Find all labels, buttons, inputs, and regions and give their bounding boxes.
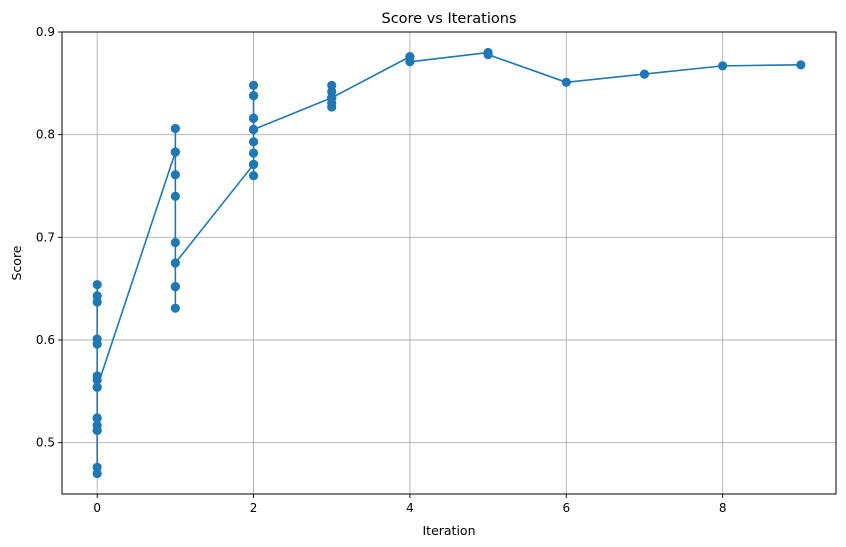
data-point — [170, 282, 180, 292]
y-tick-label: 0.9 — [36, 25, 55, 39]
x-axis-ticks: 0 2 4 6 8 — [93, 494, 726, 515]
data-point — [248, 148, 259, 158]
data-point — [170, 170, 180, 180]
data-point — [639, 69, 650, 79]
y-tick-label: 0.8 — [36, 128, 55, 142]
data-point — [170, 147, 180, 157]
series-markers — [92, 47, 806, 479]
data-point — [92, 382, 102, 392]
y-tick-label: 0.6 — [36, 333, 55, 347]
data-point — [92, 425, 102, 435]
data-point — [170, 191, 180, 201]
x-tick-label: 2 — [250, 501, 258, 515]
chart-title: Score vs Iterations — [381, 11, 516, 27]
x-tick-label: 4 — [406, 501, 414, 515]
x-tick-label: 8 — [719, 501, 727, 515]
data-point — [483, 49, 493, 60]
plot-frame — [61, 31, 837, 495]
x-axis-label: Iteration — [422, 523, 475, 538]
data-point — [796, 60, 806, 70]
data-point — [248, 171, 259, 181]
data-point — [327, 93, 337, 103]
data-point — [92, 339, 102, 349]
data-point — [92, 468, 102, 479]
data-point — [92, 375, 102, 385]
y-axis-label: Score — [9, 245, 24, 280]
y-tick-label: 0.5 — [36, 436, 55, 450]
x-tick-label: 6 — [562, 501, 570, 515]
data-point — [170, 237, 180, 248]
y-axis-ticks: 0.5 0.6 0.7 0.8 0.9 — [36, 25, 62, 450]
data-point — [405, 57, 415, 67]
data-point — [170, 123, 180, 134]
x-tick-label: 0 — [93, 501, 101, 515]
data-point — [92, 279, 102, 290]
data-point — [170, 303, 180, 313]
data-point — [561, 77, 571, 87]
data-point — [718, 61, 728, 71]
data-point — [248, 113, 259, 123]
data-point — [92, 413, 102, 423]
data-point — [248, 137, 259, 147]
data-point — [248, 124, 259, 135]
y-tick-label: 0.7 — [36, 230, 55, 244]
data-point — [327, 80, 337, 90]
data-point — [92, 297, 102, 307]
data-point — [248, 159, 259, 170]
data-point — [248, 80, 259, 90]
data-point — [170, 258, 180, 268]
data-point — [248, 91, 259, 101]
